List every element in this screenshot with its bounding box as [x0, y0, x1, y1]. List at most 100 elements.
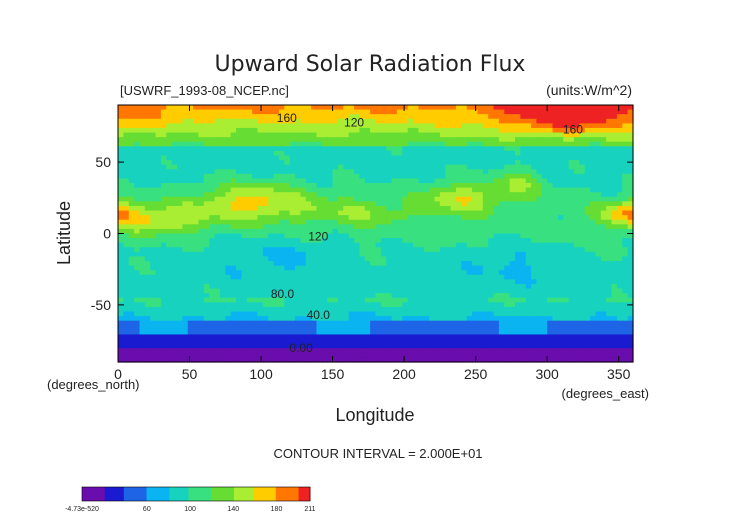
heatmap-cell	[493, 233, 500, 239]
heatmap-cell	[461, 329, 468, 336]
heatmap-cell	[525, 233, 532, 239]
heatmap-cell	[225, 320, 232, 326]
heatmap-cell	[252, 201, 259, 207]
heatmap-cell	[252, 141, 259, 147]
heatmap-cell	[434, 109, 441, 115]
heatmap-cell	[606, 251, 613, 258]
heatmap-cell	[573, 137, 580, 143]
heatmap-cell	[203, 320, 210, 326]
heatmap-cell	[595, 215, 602, 221]
heatmap-cell	[423, 155, 430, 161]
heatmap-cell	[332, 173, 339, 180]
heatmap-cell	[418, 238, 425, 244]
heatmap-cell	[246, 146, 253, 152]
heatmap-cell	[541, 160, 548, 166]
heatmap-cell	[332, 228, 339, 235]
heatmap-cell	[118, 123, 124, 129]
heatmap-cell	[386, 306, 393, 313]
heatmap-cell	[305, 146, 312, 152]
heatmap-cell	[364, 270, 371, 276]
heatmap-cell	[370, 114, 377, 120]
heatmap-cell	[396, 233, 403, 239]
heatmap-cell	[482, 150, 489, 157]
heatmap-cell	[273, 293, 280, 299]
heatmap-cell	[278, 109, 285, 115]
heatmap-cell	[402, 270, 409, 276]
heatmap-cell	[219, 334, 226, 340]
heatmap-cell	[150, 233, 157, 239]
heatmap-cell	[477, 123, 484, 129]
heatmap-cell	[466, 238, 473, 244]
heatmap-cell	[423, 141, 430, 147]
heatmap-cell	[214, 283, 221, 290]
heatmap-cell	[118, 274, 124, 280]
heatmap-cell	[450, 233, 457, 239]
heatmap-cell	[305, 329, 312, 336]
heatmap-cell	[123, 150, 130, 157]
heatmap-cell	[482, 160, 489, 166]
heatmap-cell	[327, 325, 334, 331]
heatmap-cell	[273, 242, 280, 248]
heatmap-cell	[262, 187, 269, 193]
heatmap-cell	[177, 311, 183, 317]
heatmap-cell	[429, 183, 436, 189]
heatmap-cell	[531, 283, 538, 290]
heatmap-cell	[606, 320, 613, 326]
heatmap-cell	[396, 201, 403, 207]
heatmap-cell	[241, 247, 248, 253]
heatmap-cell	[139, 297, 146, 303]
heatmap-cell	[375, 265, 382, 271]
heatmap-cell	[413, 274, 420, 280]
heatmap-cell	[139, 201, 146, 207]
heatmap-cell	[364, 150, 371, 157]
heatmap-cell	[573, 316, 580, 322]
heatmap-cell	[123, 279, 130, 285]
heatmap-cell	[241, 334, 248, 340]
heatmap-cell	[144, 150, 151, 157]
heatmap-cell	[531, 334, 538, 340]
heatmap-cell	[477, 242, 484, 248]
heatmap-cell	[246, 242, 253, 248]
heatmap-cell	[466, 150, 473, 157]
heatmap-cell	[413, 302, 420, 308]
heatmap-cell	[214, 256, 221, 262]
heatmap-cell	[434, 339, 441, 345]
heatmap-cell	[311, 302, 318, 308]
heatmap-cell	[439, 233, 446, 239]
heatmap-cell	[455, 183, 462, 189]
heatmap-cell	[257, 219, 264, 225]
heatmap-cell	[193, 118, 200, 124]
heatmap-cell	[198, 109, 205, 115]
heatmap-cell	[579, 228, 586, 235]
heatmap-cell	[600, 127, 607, 134]
heatmap-cell	[193, 334, 200, 340]
heatmap-cell	[396, 320, 403, 326]
heatmap-cell	[520, 210, 527, 216]
heatmap-cell	[423, 306, 430, 313]
heatmap-cell	[278, 105, 285, 111]
heatmap-cell	[477, 339, 484, 345]
heatmap-cell	[268, 205, 275, 212]
heatmap-cell	[171, 155, 178, 161]
heatmap-cell	[230, 160, 237, 166]
heatmap-cell	[536, 150, 543, 157]
heatmap-cell	[445, 183, 452, 189]
heatmap-cell	[563, 146, 570, 152]
heatmap-cell	[252, 261, 259, 267]
heatmap-cell	[547, 329, 554, 336]
heatmap-cell	[241, 261, 248, 267]
heatmap-cell	[606, 210, 613, 216]
heatmap-cell	[321, 228, 328, 235]
heatmap-cell	[488, 118, 495, 124]
heatmap-cell	[525, 105, 532, 111]
heatmap-cell	[450, 187, 457, 193]
heatmap-cell	[305, 306, 312, 313]
heatmap-cell	[375, 247, 382, 253]
heatmap-cell	[477, 238, 484, 244]
heatmap-cell	[182, 293, 189, 299]
heatmap-cell	[171, 205, 178, 212]
heatmap-cell	[531, 274, 538, 280]
heatmap-cell	[466, 228, 473, 235]
heatmap-cell	[418, 256, 425, 262]
heatmap-cell	[434, 150, 441, 157]
